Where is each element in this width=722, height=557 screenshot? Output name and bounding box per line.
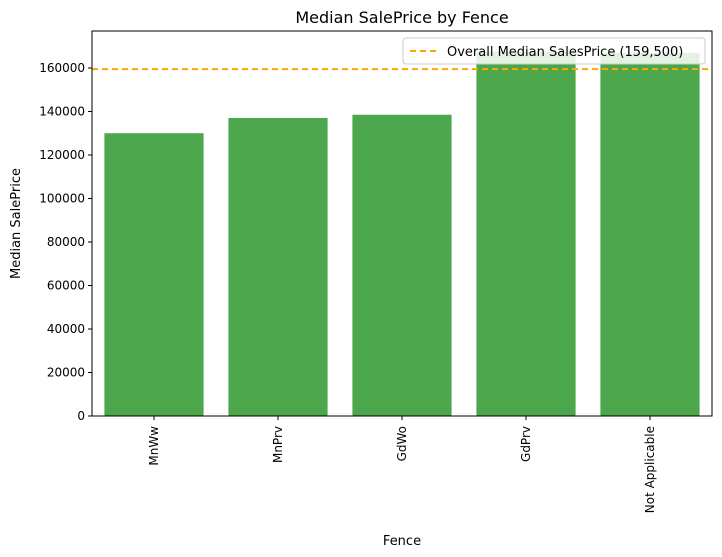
y-tick-label: 60000: [47, 278, 85, 292]
y-tick-label: 160000: [39, 61, 85, 75]
plot-frame: [91, 30, 713, 417]
x-tick-label: GdWo: [395, 426, 409, 461]
y-tick-label: 80000: [47, 235, 85, 249]
legend-box: [402, 37, 706, 65]
x-axis-title: Fence: [383, 534, 421, 549]
x-tick-label: GdPrv: [519, 426, 533, 462]
y-tick-label: 120000: [39, 148, 85, 162]
bar-not-applicable: [600, 52, 700, 417]
x-tick-label: Not Applicable: [643, 426, 657, 513]
bar-gdprv: [476, 51, 576, 416]
y-tick-label: 100000: [39, 191, 85, 205]
y-tick-label: 20000: [47, 365, 85, 379]
x-tick-label: MnPrv: [271, 426, 285, 463]
legend: Overall Median SalesPrice (159,500): [402, 37, 706, 65]
bar-gdwo: [352, 114, 452, 417]
y-tick-label: 0: [77, 409, 85, 423]
legend-label: Overall Median SalesPrice (159,500): [447, 45, 683, 60]
x-tick-label: MnWw: [147, 426, 161, 466]
y-tick-label: 40000: [47, 322, 85, 336]
x-axis: MnWw MnPrv GdWo GdPrv Not Applicable: [147, 416, 657, 513]
y-axis-title: Median SalePrice: [9, 168, 24, 279]
chart-title: Median SalePrice by Fence: [295, 8, 508, 27]
bar-mnww: [104, 133, 204, 417]
bar-mnprv: [228, 118, 328, 417]
y-tick-label: 140000: [39, 104, 85, 118]
y-axis: 0 20000 40000 60000 80000 100000 120000 140000 1…: [39, 61, 92, 423]
bars-group: [104, 51, 700, 417]
